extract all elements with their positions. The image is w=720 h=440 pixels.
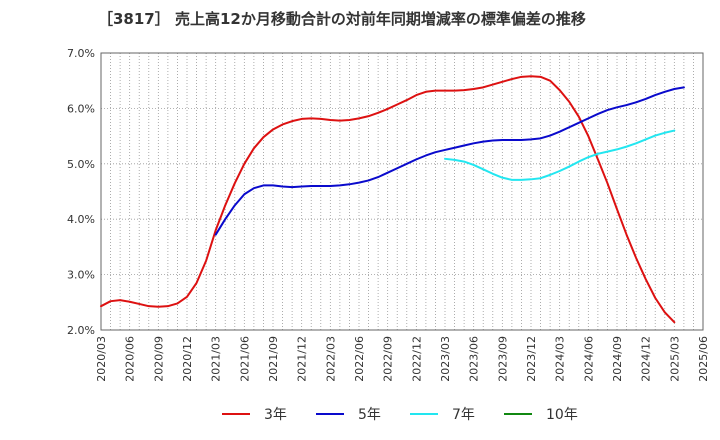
x-tick-label: 2023/03 — [439, 336, 452, 382]
x-tick-label: 2020/06 — [124, 336, 137, 382]
x-tick-label: 2022/03 — [324, 336, 337, 382]
x-tick-label: 2022/09 — [382, 336, 395, 382]
legend-label-5年: 5年 — [358, 407, 381, 423]
x-tick-label: 2025/06 — [697, 336, 710, 382]
x-tick-label: 2024/09 — [611, 336, 624, 382]
y-tick-label: 7.0% — [67, 47, 95, 60]
y-tick-label: 6.0% — [67, 102, 95, 115]
x-tick-label: 2025/03 — [668, 336, 681, 382]
chart-title: ［3817］ 売上高12か月移動合計の対前年同期増減率の標準偏差の推移 — [98, 10, 586, 28]
x-tick-label: 2021/12 — [296, 336, 309, 382]
plot-area — [101, 53, 703, 330]
x-tick-label: 2020/03 — [95, 336, 108, 382]
x-tick-label: 2020/12 — [181, 336, 194, 382]
y-tick-label: 2.0% — [67, 324, 95, 337]
y-tick-label: 3.0% — [67, 269, 95, 282]
legend-label-3年: 3年 — [264, 407, 287, 423]
series-line-5年 — [214, 86, 685, 236]
series-line-7年 — [444, 129, 676, 181]
y-tick-label: 5.0% — [67, 158, 95, 171]
legend-label-7年: 7年 — [452, 407, 475, 423]
x-tick-label: 2024/12 — [640, 336, 653, 382]
x-tick-label: 2024/03 — [554, 336, 567, 382]
x-tick-label: 2023/09 — [496, 336, 509, 382]
x-tick-label: 2021/06 — [238, 336, 251, 382]
x-tick-label: 2023/06 — [468, 336, 481, 382]
legend-label-10年: 10年 — [546, 407, 578, 423]
x-tick-label: 2021/09 — [267, 336, 280, 382]
x-tick-label: 2020/09 — [152, 336, 165, 382]
x-tick-label: 2023/12 — [525, 336, 538, 382]
x-tick-label: 2022/06 — [353, 336, 366, 382]
x-tick-label: 2024/06 — [582, 336, 595, 382]
y-tick-label: 4.0% — [67, 213, 95, 226]
plot-border — [100, 52, 704, 331]
x-tick-label: 2022/12 — [410, 336, 423, 382]
series-line-3年 — [100, 75, 676, 324]
x-tick-label: 2021/03 — [210, 336, 223, 382]
